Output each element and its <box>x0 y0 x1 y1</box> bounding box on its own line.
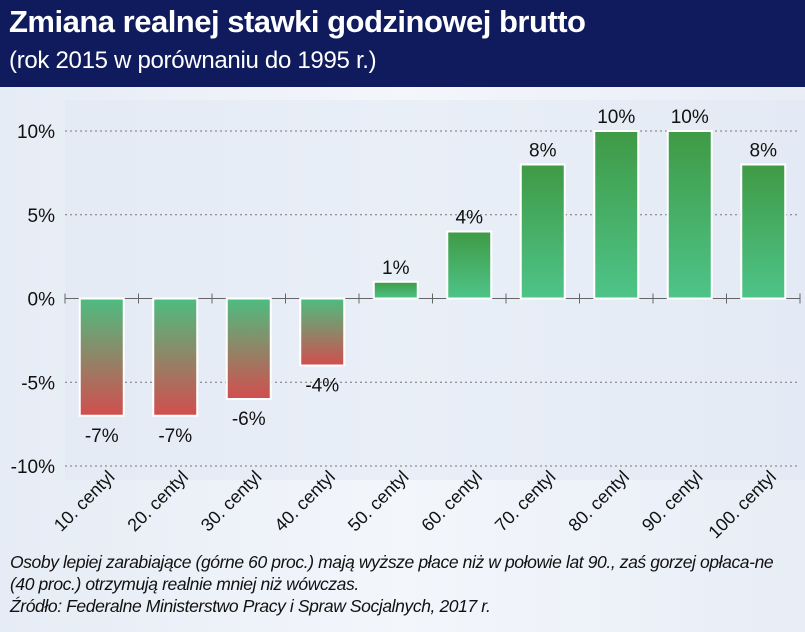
bar <box>666 130 713 300</box>
bar <box>593 130 640 300</box>
bar <box>225 297 272 400</box>
y-tick-label: -5% <box>21 373 55 394</box>
data-label: 1% <box>382 258 410 279</box>
y-tick-label: -10% <box>11 457 55 478</box>
y-tick-label: 10% <box>17 122 55 143</box>
y-tick-label: 5% <box>28 206 56 227</box>
bar <box>519 163 566 300</box>
bar-chart: 10%5%0%-5%-10%-7%10. centyl-7%20. centyl… <box>11 100 805 542</box>
bar <box>446 230 493 300</box>
bar <box>78 297 125 417</box>
footnote-text: Osoby lepiej zarabiające (górne 60 proc.… <box>10 552 774 594</box>
chart-header: Zmiana realnej stawki godzinowej brutto … <box>0 0 805 87</box>
bar <box>740 163 787 300</box>
data-label: -6% <box>232 409 266 430</box>
data-label: -7% <box>85 426 119 447</box>
chart-footnote: Osoby lepiej zarabiające (górne 60 proc.… <box>10 551 800 617</box>
data-label: 8% <box>529 141 557 162</box>
data-label: 8% <box>750 141 778 162</box>
bar <box>152 297 199 417</box>
data-label: 10% <box>671 107 709 128</box>
data-label: 4% <box>456 208 484 229</box>
chart-subtitle: (rok 2015 w porównaniu do 1995 r.) <box>9 47 377 74</box>
data-label: 10% <box>597 107 635 128</box>
y-tick-label: 0% <box>28 290 56 311</box>
bar <box>372 280 419 300</box>
source-text: Źródło: Federalne Ministerstwo Pracy i S… <box>10 596 491 616</box>
bar <box>299 297 346 367</box>
data-label: -7% <box>158 426 192 447</box>
chart-title: Zmiana realnej stawki godzinowej brutto <box>9 4 586 39</box>
data-label: -4% <box>305 376 339 397</box>
